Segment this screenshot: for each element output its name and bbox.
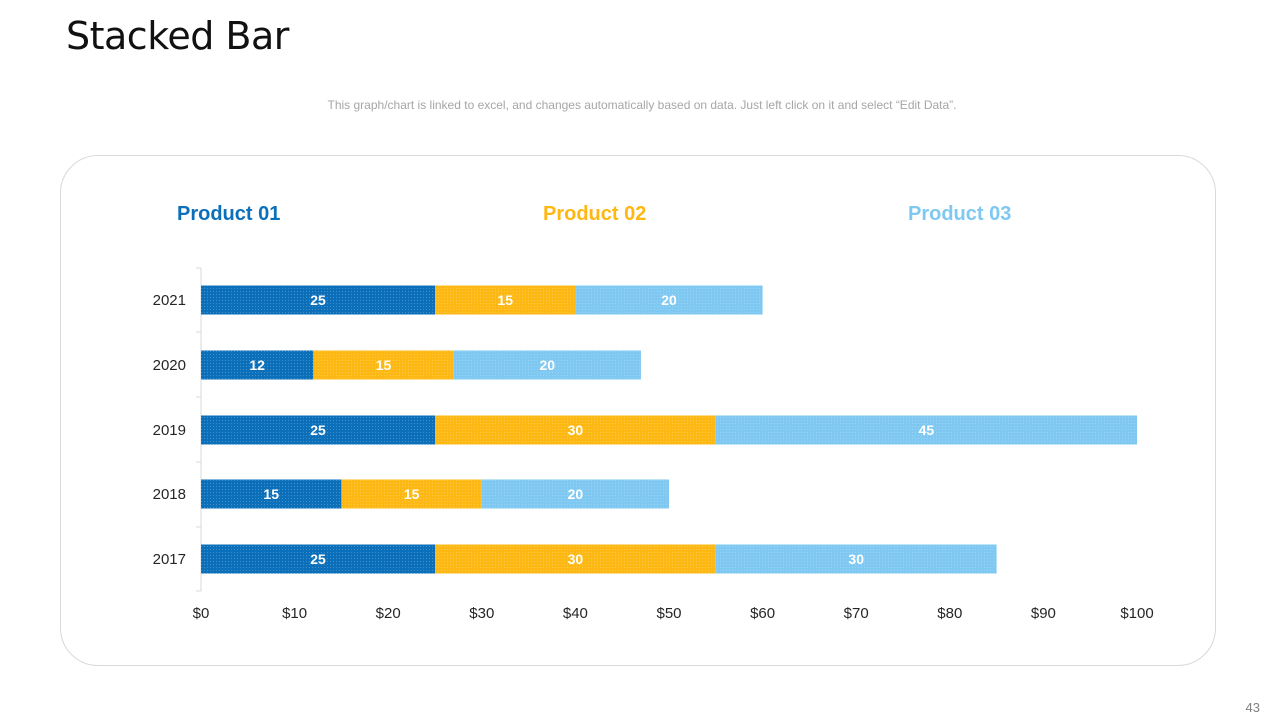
x-tick-label: $80: [937, 605, 962, 622]
data-label: 20: [661, 292, 677, 308]
x-tick-label: $90: [1031, 605, 1056, 622]
data-label: 30: [568, 422, 584, 438]
page-number: 43: [1245, 700, 1260, 715]
x-tick-label: $30: [469, 605, 494, 622]
bar-segment-texture: [201, 350, 314, 380]
x-tick-label: $50: [656, 605, 681, 622]
bar-segment-texture: [715, 544, 997, 574]
x-tick-label: $70: [844, 605, 869, 622]
data-label: 15: [497, 292, 513, 308]
data-label: 15: [404, 486, 420, 502]
x-tick-label: $0: [193, 605, 210, 622]
data-label: 30: [848, 551, 864, 567]
bar-segment-texture: [575, 285, 763, 315]
data-label: 25: [310, 422, 326, 438]
data-label: 15: [263, 486, 279, 502]
bar-segment-texture: [201, 415, 435, 445]
x-tick-label: $60: [750, 605, 775, 622]
bar-segment-texture: [201, 544, 435, 574]
legend-product-02: Product 02: [543, 203, 647, 225]
y-tick-label: 2020: [153, 357, 186, 374]
legend-product-01: Product 01: [177, 203, 281, 225]
bar-segment-texture: [341, 479, 482, 509]
y-tick-label: 2021: [153, 292, 186, 309]
data-label: 25: [310, 551, 326, 567]
bar-segment-texture: [435, 285, 576, 315]
bar-segment-texture: [201, 285, 435, 315]
legend-product-03: Product 03: [908, 203, 1012, 225]
data-label: 30: [568, 551, 584, 567]
data-label: 25: [310, 292, 326, 308]
data-label: 12: [249, 357, 265, 373]
data-label: 20: [540, 357, 556, 373]
bar-segment-texture: [715, 415, 1137, 445]
data-label: 20: [568, 486, 584, 502]
data-label: 15: [376, 357, 392, 373]
bar-segment-texture: [435, 544, 716, 574]
slide-title: Stacked Bar: [66, 14, 289, 58]
x-tick-label: $20: [376, 605, 401, 622]
chart-card: [60, 155, 1216, 666]
x-tick-label: $40: [563, 605, 588, 622]
x-tick-label: $10: [282, 605, 307, 622]
y-tick-label: 2019: [153, 422, 186, 439]
bar-segment-texture: [453, 350, 641, 380]
y-tick-label: 2017: [153, 551, 186, 568]
y-tick-label: 2018: [153, 486, 186, 503]
bar-segment-texture: [435, 415, 716, 445]
bar-segment-texture: [481, 479, 669, 509]
chart-note: This graph/chart is linked to excel, and…: [327, 98, 957, 112]
data-label: 45: [919, 422, 935, 438]
bar-segment-texture: [313, 350, 454, 380]
bar-segment-texture: [201, 479, 342, 509]
x-tick-label: $100: [1120, 605, 1153, 622]
